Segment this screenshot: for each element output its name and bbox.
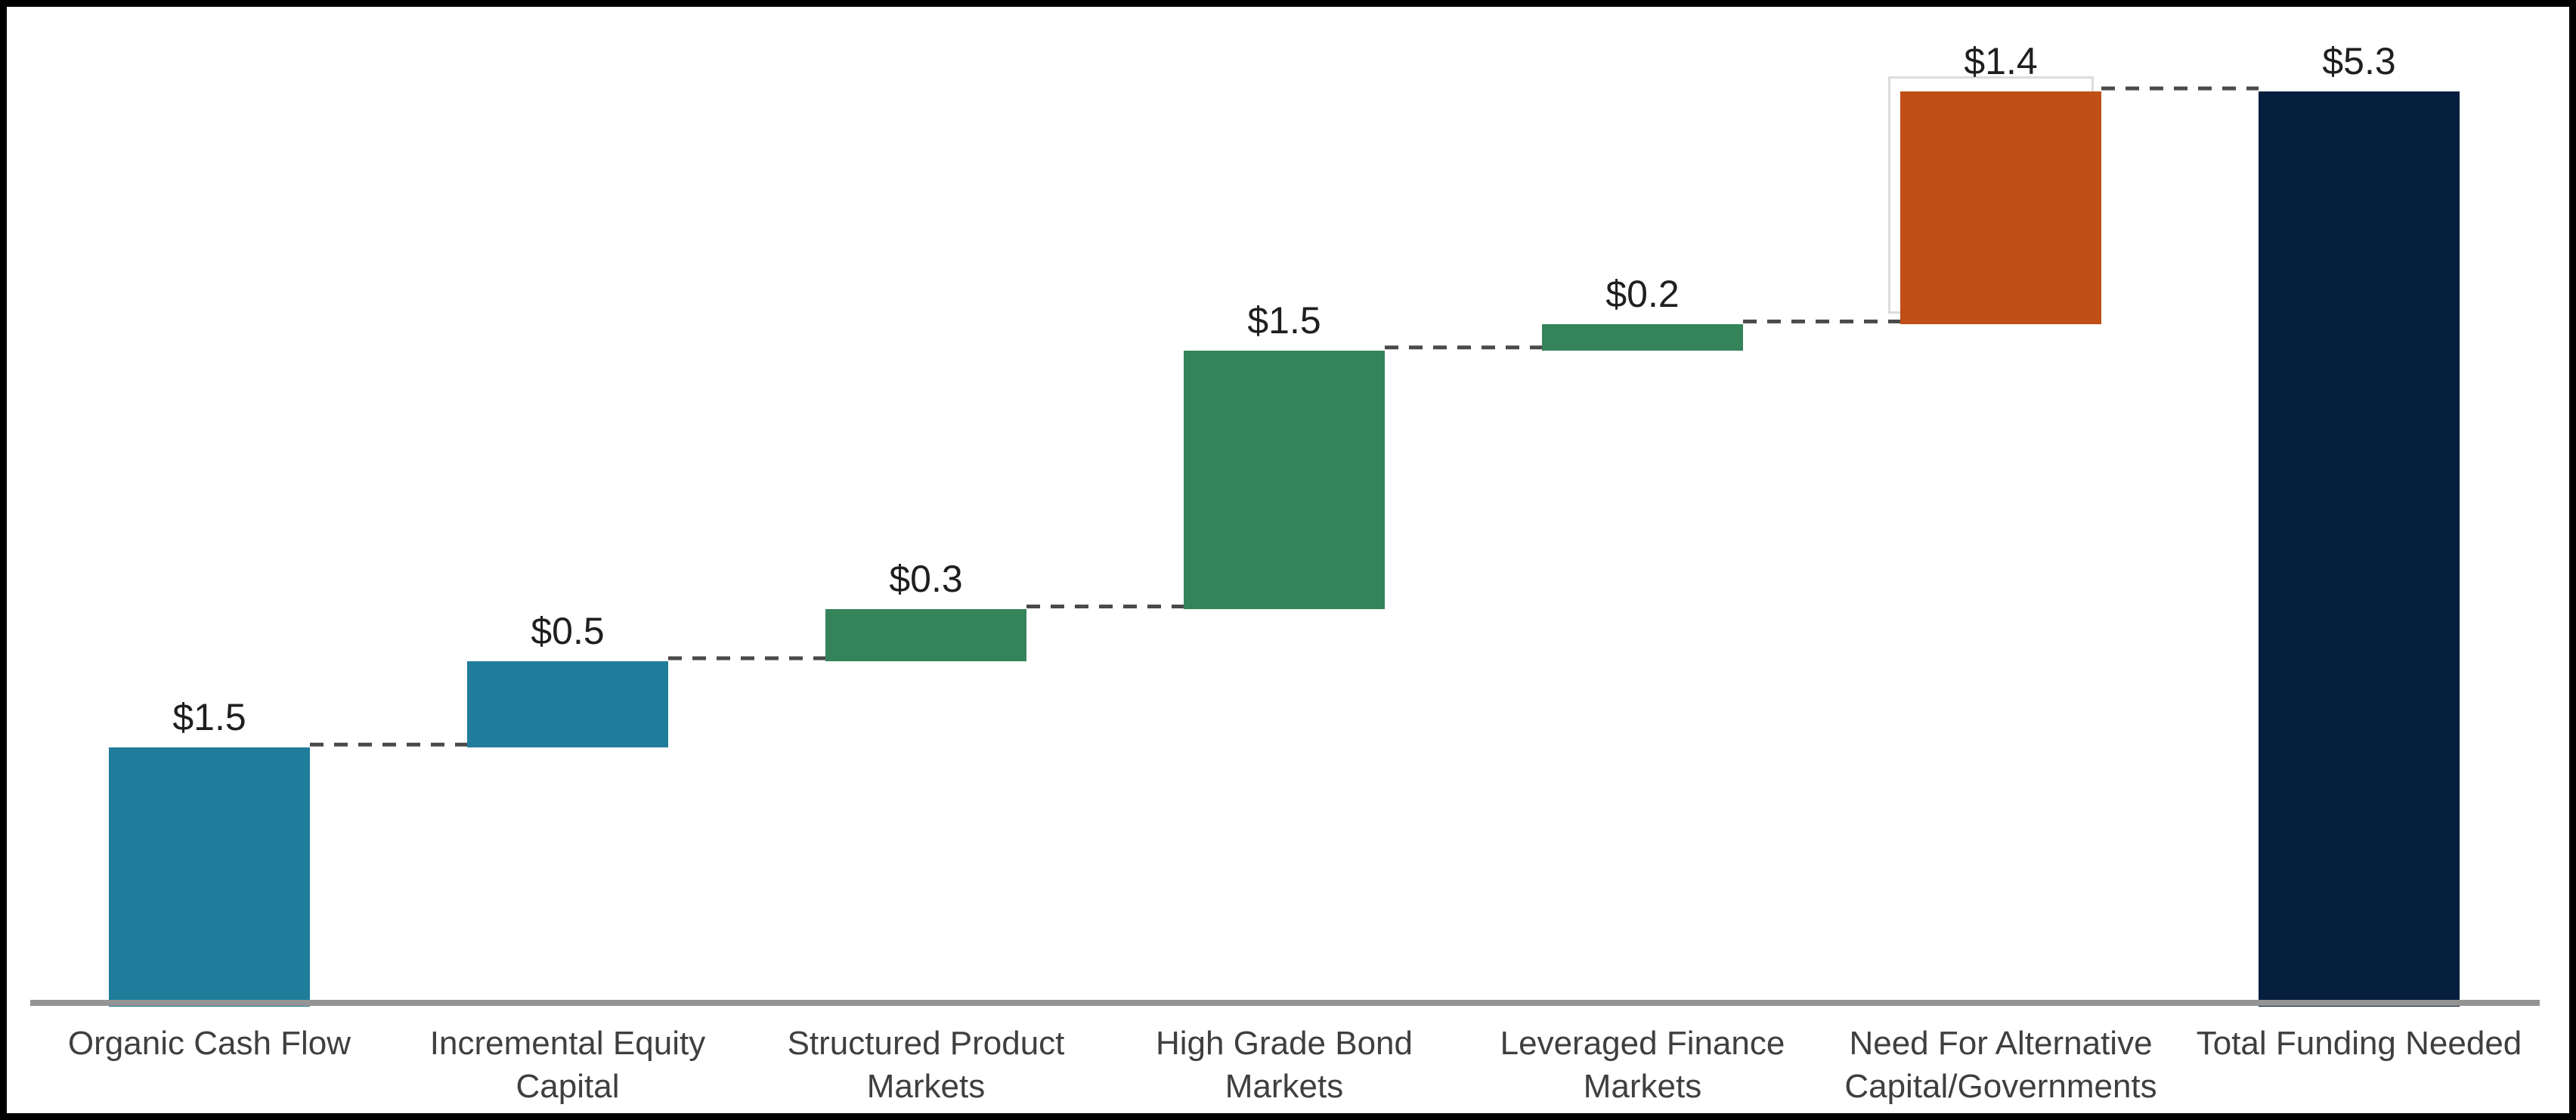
value-label-high-grade-bond-markets: $1.5 [1247, 299, 1321, 342]
category-label-need-for-alternative-capital-governments: Need For Alternative Capital/Governments [1844, 1025, 2157, 1105]
category-label-incremental-equity-capital: Incremental Equity Capital [429, 1025, 706, 1105]
value-label-structured-product-markets: $0.3 [889, 558, 963, 601]
value-label-incremental-equity-capital: $0.5 [531, 610, 605, 652]
bar-need-for-alternative-capital-governments [1900, 91, 2101, 325]
bar-high-grade-bond-markets [1184, 350, 1385, 610]
category-label-leveraged-finance-markets: Leveraged Finance Markets [1500, 1025, 1785, 1105]
bar-total-funding-needed [2259, 91, 2460, 1007]
category-label-organic-cash-flow: Organic Cash Flow [67, 1025, 351, 1062]
bar-organic-cash-flow [109, 747, 310, 1007]
bar-incremental-equity-capital [467, 661, 668, 748]
category-label-structured-product-markets: Structured Product Markets [787, 1025, 1065, 1105]
x-axis-line [30, 1000, 2540, 1006]
value-label-leveraged-finance-markets: $0.2 [1605, 273, 1680, 316]
value-label-total-funding-needed: $5.3 [2322, 39, 2396, 82]
bar-structured-product-markets [825, 609, 1026, 661]
category-label-total-funding-needed: Total Funding Needed [2196, 1025, 2522, 1062]
value-label-organic-cash-flow: $1.5 [172, 696, 246, 739]
category-label-high-grade-bond-markets: High Grade Bond Markets [1156, 1025, 1413, 1105]
value-label-need-for-alternative-capital-governments: $1.4 [1964, 39, 2038, 82]
bar-leveraged-finance-markets [1542, 324, 1743, 351]
